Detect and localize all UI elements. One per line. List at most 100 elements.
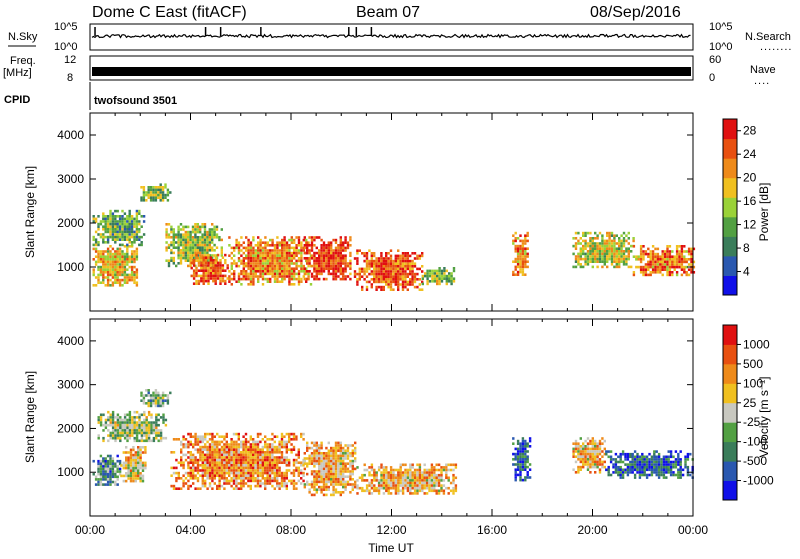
power-echo-cell <box>342 249 344 252</box>
velocity-echo-cell <box>335 447 337 450</box>
velocity-echo-cell <box>634 474 636 477</box>
power-echo-cell <box>380 286 382 289</box>
velocity-echo-cell <box>228 474 230 477</box>
velocity-echo-cell <box>639 476 641 479</box>
power-echo-cell <box>371 270 373 273</box>
power-echo-cell <box>313 239 315 242</box>
velocity-echo-cell <box>209 485 211 488</box>
velocity-echo-cell <box>316 444 318 447</box>
velocity-echo-cell <box>512 458 514 461</box>
velocity-echo-cell <box>190 459 192 462</box>
velocity-echo-cell <box>632 461 634 464</box>
velocity-echo-cell <box>247 451 249 454</box>
power-echo-cell <box>95 244 97 247</box>
power-echo-cell <box>243 262 245 265</box>
power-echo-cell <box>133 236 135 239</box>
power-echo-cell <box>215 267 217 270</box>
velocity-echo-cell <box>412 477 414 480</box>
nsky-trace <box>92 27 691 38</box>
velocity-echo-cell <box>252 459 254 462</box>
velocity-echo-cell <box>233 441 235 444</box>
power-echo-cell <box>198 262 200 265</box>
velocity-echo-cell <box>247 477 249 480</box>
power-echo-cell <box>107 231 109 234</box>
velocity-echo-cell <box>135 462 137 465</box>
velocity-echo-cell <box>262 446 264 449</box>
velocity-echo-cell <box>342 452 344 455</box>
power-echo-cell <box>105 266 107 269</box>
velocity-echo-cell <box>107 478 109 481</box>
velocity-echo-cell <box>194 443 196 446</box>
velocity-echo-cell <box>318 455 320 458</box>
power-echo-cell <box>431 270 433 273</box>
power-echo-cell <box>599 250 601 253</box>
velocity-echo-cell <box>216 472 218 475</box>
velocity-echo-cell <box>185 459 187 462</box>
velocity-echo-cell <box>132 462 134 465</box>
power-ytick-label: 4000 <box>57 128 84 142</box>
velocity-echo-cell <box>187 485 189 488</box>
velocity-echo-cell <box>634 469 636 472</box>
velocity-echo-cell <box>269 464 271 467</box>
power-echo-cell <box>255 260 257 263</box>
power-echo-cell <box>404 286 406 289</box>
power-echo-cell <box>587 250 589 253</box>
power-echo-cell <box>112 223 114 226</box>
power-echo-cell <box>666 263 668 266</box>
velocity-echo-cell <box>592 450 594 453</box>
velocity-echo-cell <box>356 466 358 469</box>
power-echo-cell <box>628 242 630 245</box>
velocity-echo-cell <box>620 469 622 472</box>
power-echo-cell <box>187 257 189 260</box>
velocity-echo-cell <box>160 429 162 432</box>
power-echo-cell <box>173 241 175 244</box>
velocity-echo-cell <box>230 477 232 480</box>
velocity-echo-cell <box>412 464 414 467</box>
velocity-echo-cell <box>242 446 244 449</box>
power-echo-cell <box>515 232 517 235</box>
power-echo-cell <box>522 258 524 261</box>
velocity-echo-cell <box>100 463 102 466</box>
velocity-echo-cell <box>124 416 126 419</box>
power-echo-cell <box>618 245 620 248</box>
power-echo-cell <box>422 277 424 280</box>
power-echo-cell <box>628 250 630 253</box>
velocity-echo-cell <box>245 433 247 436</box>
velocity-echo-cell <box>112 470 114 473</box>
power-echo-cell <box>443 275 445 278</box>
power-echo-cell <box>363 252 365 255</box>
power-echo-cell <box>257 254 259 257</box>
power-echo-cell <box>390 283 392 286</box>
power-echo-cell <box>259 239 261 242</box>
velocity-echo-cell <box>105 460 107 463</box>
power-echo-cell <box>378 278 380 281</box>
power-echo-cell <box>107 250 109 253</box>
power-echo-cell <box>683 250 685 253</box>
velocity-echo-cell <box>175 459 177 462</box>
velocity-echo-cell <box>344 486 346 489</box>
velocity-echo-cell <box>230 454 232 457</box>
power-echo-cell <box>109 279 111 282</box>
velocity-echo-cell <box>599 468 601 471</box>
power-echo-cell <box>632 240 634 243</box>
velocity-echo-cell <box>187 441 189 444</box>
velocity-echo-cell <box>383 492 385 495</box>
velocity-echo-cell <box>644 456 646 459</box>
power-echo-cell <box>247 275 249 278</box>
power-echo-cell <box>211 239 213 242</box>
velocity-echo-cell <box>584 455 586 458</box>
power-echo-cell <box>259 275 261 278</box>
power-echo-cell <box>102 268 104 271</box>
velocity-echo-cell <box>383 482 385 485</box>
velocity-echo-cell <box>107 434 109 437</box>
velocity-echo-cell <box>347 462 349 465</box>
velocity-echo-cell <box>409 474 411 477</box>
velocity-echo-cell <box>250 469 252 472</box>
power-echo-cell <box>298 270 300 273</box>
velocity-echo-cell <box>274 487 276 490</box>
power-echo-cell <box>213 228 215 231</box>
power-echo-cell <box>114 258 116 261</box>
power-echo-cell <box>671 263 673 266</box>
power-echo-cell <box>112 276 114 279</box>
